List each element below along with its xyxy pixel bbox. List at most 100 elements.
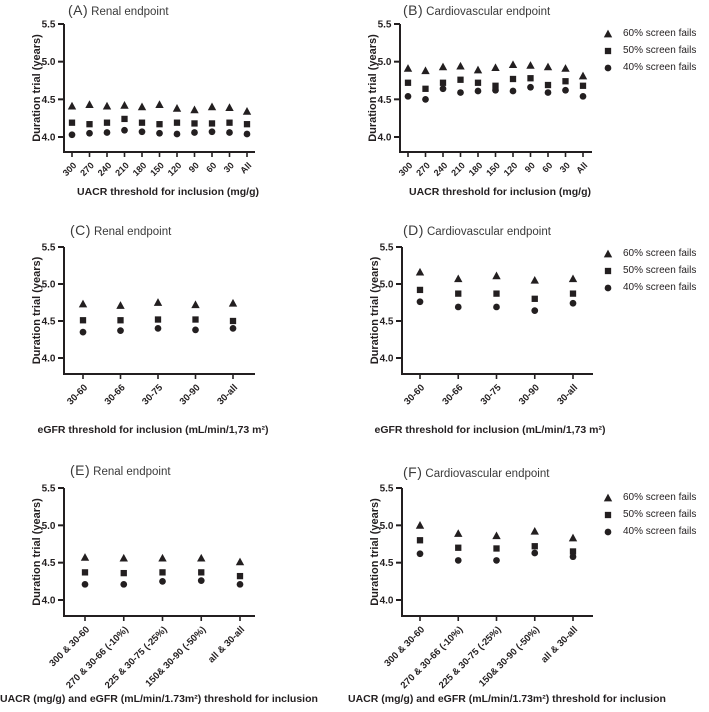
triangle-icon [603, 493, 613, 501]
triangle-marker [530, 275, 539, 284]
triangle-marker [190, 105, 199, 114]
square-marker [474, 79, 482, 86]
square-marker [226, 119, 233, 126]
x-axis-title-e: UACR (mg/g) and eGFR (mL/min/1.73m²) thr… [0, 693, 318, 705]
circle-marker [117, 327, 124, 334]
circle-icon [604, 64, 612, 71]
panel-endpoint-e: Renal endpoint [93, 466, 171, 478]
square-marker [81, 569, 89, 576]
triangle-marker [102, 101, 112, 110]
square-marker [416, 537, 424, 544]
legend-item: 60% screen fails [602, 489, 708, 506]
triangle-marker [225, 103, 234, 111]
y-tick-label: 4.0 [378, 133, 392, 144]
square-marker [192, 316, 199, 323]
triangle-marker [454, 529, 463, 537]
circle-marker [454, 303, 462, 311]
y-tick-label: 4.0 [380, 354, 394, 365]
y-axis-title: Duration trial (years) [369, 256, 381, 364]
axis-frame [399, 24, 592, 153]
square-marker [416, 286, 424, 294]
circle-marker [159, 577, 166, 585]
panel-endpoint-c: Renal endpoint [93, 226, 172, 238]
legend-label: 50% screen fails [623, 45, 697, 56]
panel-letter-a: (A) [68, 2, 89, 18]
square-marker [156, 121, 163, 128]
triangle-marker [603, 249, 613, 257]
square-marker [604, 267, 612, 274]
triangle-marker [172, 104, 182, 112]
x-tick-label: 90 [187, 160, 201, 174]
y-tick-label: 4.5 [42, 95, 56, 106]
triangle-marker [603, 493, 613, 501]
circle-marker [86, 129, 93, 137]
square-marker [492, 82, 499, 89]
y-tick-label: 5.0 [378, 57, 392, 68]
circle-marker [120, 580, 128, 588]
square-marker [439, 79, 447, 86]
triangle-marker [158, 553, 167, 562]
circle-marker [208, 128, 216, 136]
legend-item: 50% screen fails [602, 262, 708, 279]
x-tick-label: 30 [558, 160, 572, 174]
circle-icon [604, 284, 612, 291]
legend-label: 60% screen fails [623, 248, 697, 259]
legend-item: 40% screen fails [602, 279, 708, 296]
legend-row1: 60% screen fails 50% screen fails 40% scre… [602, 25, 708, 76]
square-marker [569, 548, 577, 555]
square-marker [103, 119, 111, 126]
square-marker [604, 511, 612, 518]
square-marker [531, 543, 538, 550]
square-marker [121, 115, 128, 123]
x-tick-label: 30-60 [65, 382, 90, 407]
x-tick-label: 60 [540, 160, 554, 174]
y-tick-label: 5.0 [42, 521, 56, 532]
triangle-marker [508, 60, 518, 69]
square-marker [455, 544, 462, 551]
y-tick-label: 4.5 [42, 317, 56, 328]
square-marker [455, 290, 462, 297]
circle-marker [604, 64, 612, 71]
legend-item: 40% screen fails [602, 59, 708, 76]
square-marker [68, 119, 76, 126]
square-icon [604, 47, 612, 54]
square-marker [154, 316, 162, 323]
triangle-marker [603, 29, 613, 37]
circle-marker [229, 325, 237, 332]
panel-endpoint-b: Cardiovascular endpoint [426, 6, 551, 18]
y-tick-label: 5.0 [380, 280, 394, 291]
y-tick-label: 4.0 [42, 133, 56, 144]
circle-marker [604, 528, 612, 535]
legend-item: 50% screen fails [602, 506, 708, 523]
y-axis-title: Duration trial (years) [367, 34, 379, 142]
triangle-marker [235, 557, 245, 566]
y-tick-label: 5.5 [42, 20, 56, 31]
triangle-marker [530, 526, 539, 535]
panel-endpoint-d: Cardiovascular endpoint [426, 226, 551, 238]
triangle-marker [473, 65, 483, 74]
square-marker [198, 569, 205, 576]
triangle-marker [415, 520, 425, 529]
x-tick-label: 30-all [555, 382, 580, 407]
circle-marker [173, 130, 181, 138]
x-tick-label: 150 [148, 160, 166, 178]
triangle-marker [153, 298, 163, 306]
circle-marker [579, 92, 587, 100]
circle-marker [121, 126, 128, 134]
x-tick-label: 30 [222, 160, 236, 174]
square-marker [208, 120, 216, 127]
x-tick-label: 300 [397, 160, 415, 178]
triangle-marker [207, 102, 217, 111]
x-tick-label: 210 [449, 160, 467, 178]
square-marker [493, 290, 500, 297]
panel-letter-b: (B) [403, 2, 424, 18]
x-axis-title-d: eGFR threshold for inclusion (mL/min/1,7… [374, 424, 606, 436]
circle-marker [509, 87, 517, 95]
panel-letter-f: (F) [403, 464, 423, 480]
y-tick-label: 4.5 [380, 317, 394, 328]
legend-item: 60% screen fails [602, 25, 708, 42]
circle-marker [457, 89, 464, 96]
x-tick-label: 30-75 [140, 382, 165, 407]
triangle-marker [197, 553, 206, 562]
